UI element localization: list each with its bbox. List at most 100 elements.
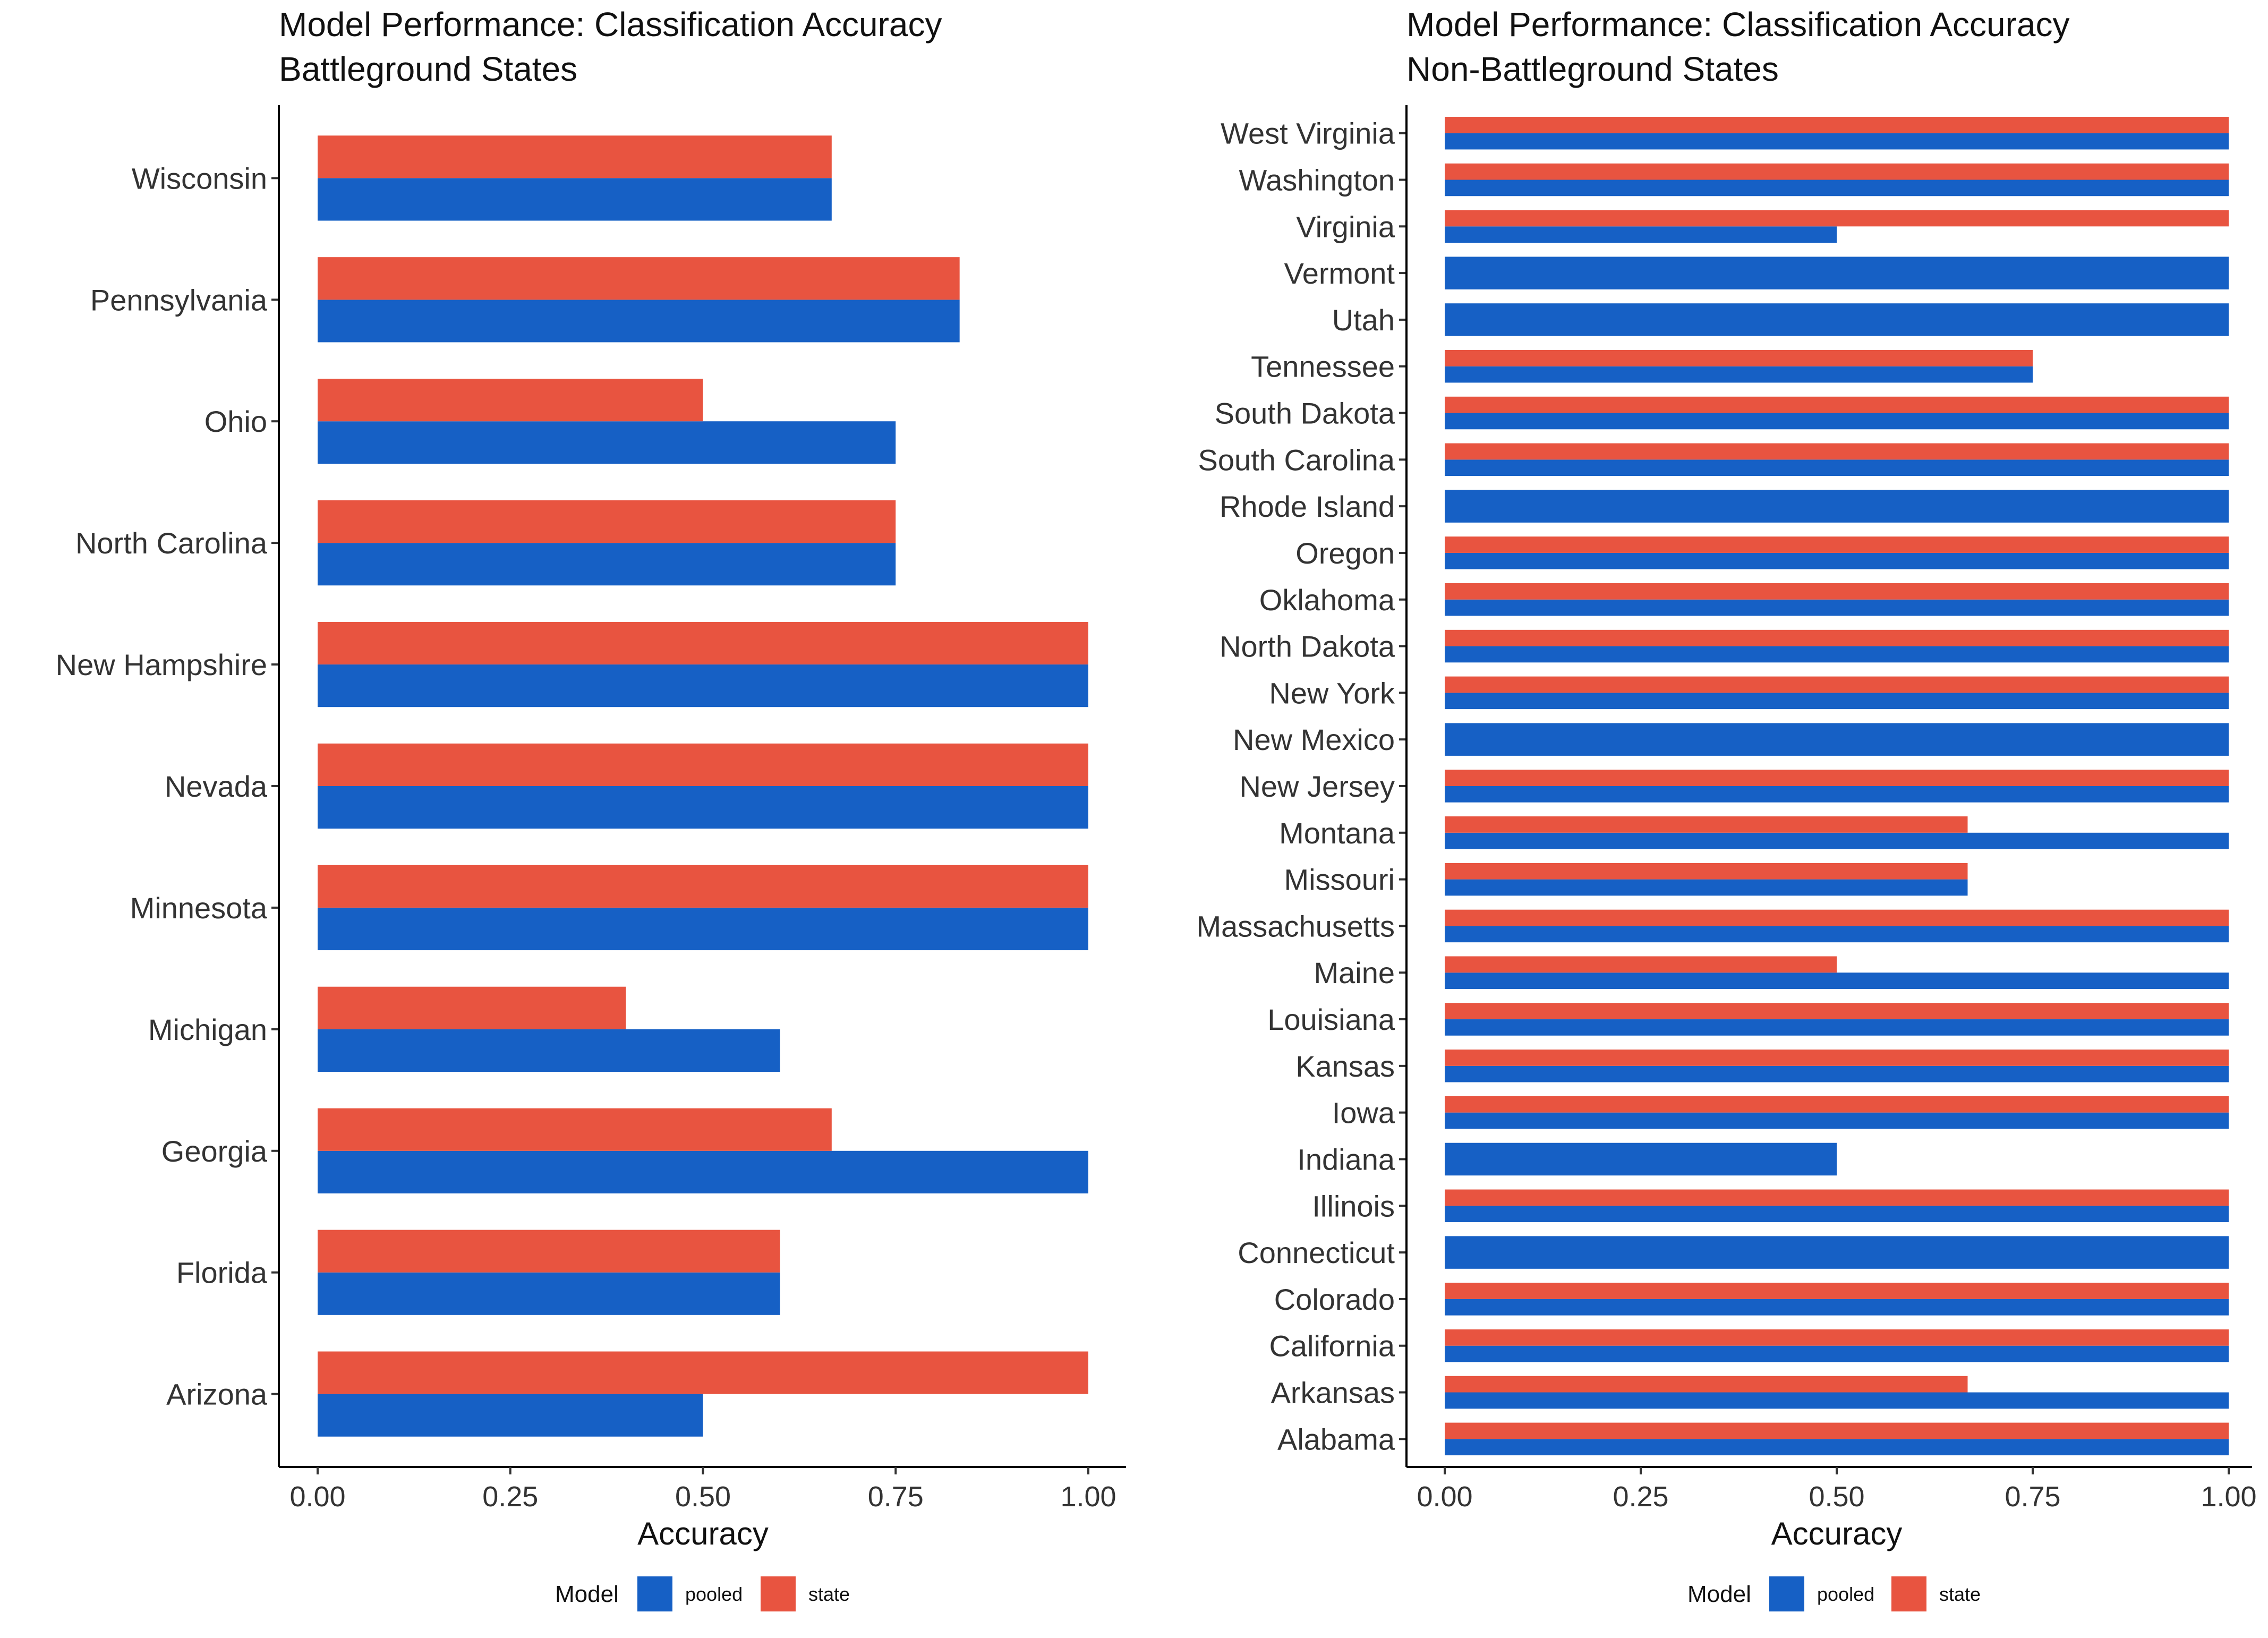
panel2-bar-state bbox=[1445, 1376, 1968, 1393]
panel2-y-tick-label: New Jersey bbox=[1239, 770, 1395, 803]
panel1-x-tick-label: 0.50 bbox=[675, 1481, 731, 1513]
panel2-y-tick-label: Arkansas bbox=[1271, 1376, 1395, 1410]
panel1-y-tick-label: Georgia bbox=[161, 1134, 268, 1168]
panel2-legend-swatch-state bbox=[1891, 1576, 1926, 1611]
panel2-bar-state bbox=[1445, 1096, 2229, 1113]
panel2-x-tick-label: 1.00 bbox=[2201, 1481, 2256, 1513]
panel2-y-tick-label: Connecticut bbox=[1238, 1236, 1395, 1269]
panel2-bar-pooled bbox=[1445, 879, 1968, 896]
panel1-bar-state bbox=[318, 621, 1088, 665]
panel2-y-tick-label: Rhode Island bbox=[1220, 490, 1395, 523]
panel1-bar-state bbox=[318, 1351, 1088, 1394]
panel2-y-tick-label: New York bbox=[1269, 676, 1395, 710]
panel2-bar-state bbox=[1445, 210, 2229, 227]
panel2-bar-pooled bbox=[1445, 1019, 2229, 1036]
panel2-y-tick-label: Montana bbox=[1279, 816, 1395, 850]
panel1-x-tick-label: 1.00 bbox=[1060, 1481, 1116, 1513]
panel2-bar-pooled bbox=[1445, 257, 2229, 289]
panel1-bar-state bbox=[318, 743, 1088, 786]
panel2-bar-state bbox=[1445, 163, 2229, 180]
panel2-bar-pooled bbox=[1445, 1206, 2229, 1223]
panel1-chart-title: Model Performance: Classification Accura… bbox=[279, 5, 942, 44]
panel2-bar-state bbox=[1445, 1329, 2229, 1346]
panel2-bar-state bbox=[1445, 443, 2229, 460]
panel2-bar-pooled bbox=[1445, 1392, 2229, 1409]
panel1-chart-subtitle: Battleground States bbox=[279, 50, 577, 88]
panel1-x-tick-label: 0.00 bbox=[289, 1481, 345, 1513]
panel2-bar-state bbox=[1445, 956, 1837, 973]
panel2-bar-pooled bbox=[1445, 1439, 2229, 1456]
panel2-y-tick-label: Louisiana bbox=[1267, 1003, 1395, 1036]
panel2-y-tick-label: Vermont bbox=[1284, 257, 1395, 290]
panel2-x-axis-label: Accuracy bbox=[1771, 1516, 1903, 1551]
panel1-bar-pooled bbox=[318, 1029, 780, 1072]
panel2-bar-state bbox=[1445, 676, 2229, 693]
panel2-y-tick-label: Colorado bbox=[1274, 1283, 1395, 1316]
panel1-y-tick-label: Ohio bbox=[204, 405, 267, 438]
panel2-bar-state bbox=[1445, 1003, 2229, 1020]
panel2-bar-pooled bbox=[1445, 1236, 2229, 1269]
panel1-bar-pooled bbox=[318, 1272, 780, 1315]
panel2-legend-swatch-pooled bbox=[1769, 1576, 1804, 1611]
panel2-bar-pooled bbox=[1445, 646, 2229, 663]
panel2-y-tick-label: Virginia bbox=[1296, 210, 1395, 243]
panel1-x-axis-label: Accuracy bbox=[637, 1516, 769, 1551]
panel1-y-tick-label: Arizona bbox=[166, 1378, 268, 1411]
panel1-legend-label-pooled: pooled bbox=[685, 1583, 743, 1605]
panel1-bar-state bbox=[318, 986, 626, 1029]
panel2-x-tick-label: 0.00 bbox=[1417, 1481, 1472, 1513]
panel2-x-tick-label: 0.25 bbox=[1613, 1481, 1668, 1513]
panel2-legend-label-pooled: pooled bbox=[1817, 1583, 1874, 1605]
panel2-bar-pooled bbox=[1445, 599, 2229, 616]
panel2-bar-pooled bbox=[1445, 459, 2229, 476]
panel2-bar-state bbox=[1445, 629, 2229, 646]
panel1-bar-state bbox=[318, 500, 896, 543]
panel2-bar-pooled bbox=[1445, 366, 2033, 383]
panel2-bar-pooled bbox=[1445, 1065, 2229, 1082]
panel2-y-tick-label: North Dakota bbox=[1220, 630, 1395, 663]
panel1-bar-pooled bbox=[318, 300, 960, 343]
panel2-y-tick-label: Alabama bbox=[1277, 1422, 1395, 1456]
panel1-bar-state bbox=[318, 1230, 780, 1273]
panel1-y-tick-label: Wisconsin bbox=[132, 161, 267, 195]
panel2-bar-state bbox=[1445, 863, 1968, 880]
panel1-bar-state bbox=[318, 865, 1088, 908]
panel1-legend-label-state: state bbox=[808, 1583, 850, 1605]
panel1-bar-state bbox=[318, 379, 703, 422]
panel2-y-tick-label: West Virginia bbox=[1221, 117, 1395, 150]
panel2-y-tick-label: South Carolina bbox=[1198, 443, 1395, 476]
panel1-bar-state bbox=[318, 1108, 832, 1151]
panel2-bar-pooled bbox=[1445, 490, 2229, 523]
panel1-x-tick-label: 0.75 bbox=[868, 1481, 924, 1513]
panel1-legend-title: Model bbox=[555, 1581, 619, 1607]
panel1-bar-pooled bbox=[318, 178, 832, 221]
panel2-bar-state bbox=[1445, 816, 1968, 833]
panel2-bar-pooled bbox=[1445, 693, 2229, 710]
panel2-bar-state bbox=[1445, 396, 2229, 413]
panel2-bar-pooled bbox=[1445, 180, 2229, 197]
panel1-bar-pooled bbox=[318, 1150, 1088, 1193]
panel2-bar-state bbox=[1445, 1189, 2229, 1206]
panel2-bar-pooled bbox=[1445, 786, 2229, 803]
panel2-bar-pooled bbox=[1445, 1142, 1837, 1176]
panel1-bar-state bbox=[318, 135, 832, 178]
panel1-y-tick-label: Florida bbox=[176, 1256, 268, 1290]
panel2-bar-state bbox=[1445, 1283, 2229, 1299]
panel1-y-tick-label: Nevada bbox=[165, 770, 268, 803]
panel2-x-tick-label: 0.50 bbox=[1809, 1481, 1864, 1513]
panel2-y-tick-label: Tennessee bbox=[1251, 350, 1395, 383]
panel1-bar-pooled bbox=[318, 1394, 703, 1437]
panel2-y-tick-label: Oregon bbox=[1295, 536, 1395, 570]
panel2-legend-label-state: state bbox=[1939, 1583, 1981, 1605]
panel2-bar-pooled bbox=[1445, 226, 1837, 243]
panel1-y-tick-label: Minnesota bbox=[130, 891, 268, 925]
panel2-y-tick-label: South Dakota bbox=[1215, 397, 1395, 430]
panel2-x-tick-label: 0.75 bbox=[2005, 1481, 2060, 1513]
panel1-x-tick-label: 0.25 bbox=[482, 1481, 538, 1513]
panel2-bar-pooled bbox=[1445, 552, 2229, 569]
panel2-y-tick-label: Missouri bbox=[1284, 863, 1395, 897]
panel2-y-tick-label: Washington bbox=[1239, 163, 1395, 197]
panel1-bar-pooled bbox=[318, 421, 896, 464]
panel2-y-tick-label: Oklahoma bbox=[1259, 583, 1395, 617]
